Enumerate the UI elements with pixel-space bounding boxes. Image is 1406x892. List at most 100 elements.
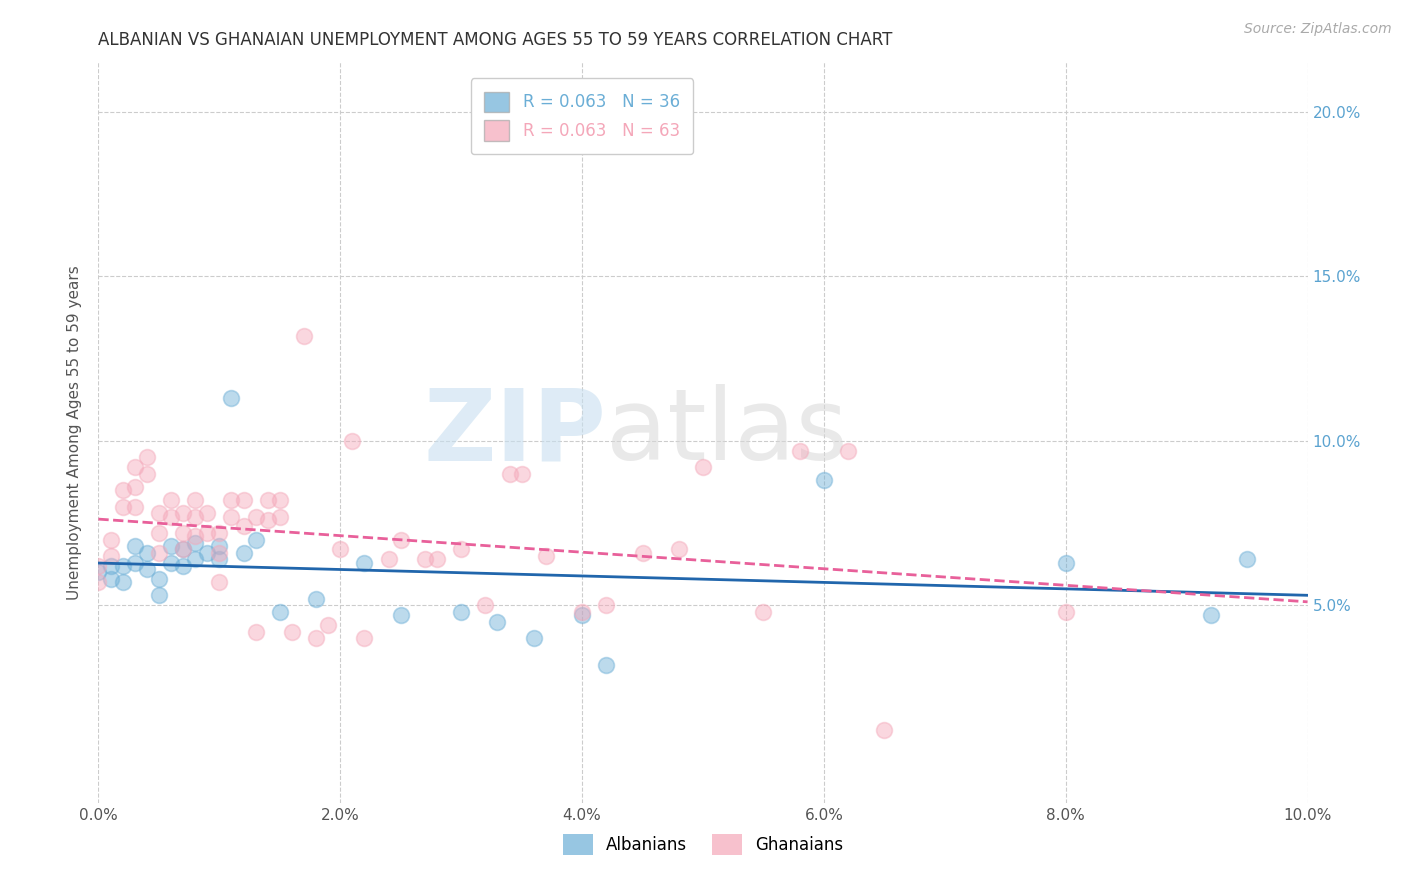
Text: ZIP: ZIP xyxy=(423,384,606,481)
Point xyxy=(148,526,170,541)
Point xyxy=(124,460,146,475)
Point xyxy=(813,473,835,487)
Point xyxy=(111,500,134,514)
Point xyxy=(135,546,157,560)
Point xyxy=(208,539,231,553)
Point xyxy=(124,480,146,494)
Point xyxy=(256,513,278,527)
Point xyxy=(221,391,243,405)
Point xyxy=(498,467,520,481)
Point xyxy=(413,552,436,566)
Point xyxy=(316,618,339,632)
Point xyxy=(1236,552,1258,566)
Point xyxy=(221,509,243,524)
Point xyxy=(353,556,375,570)
Point xyxy=(474,599,496,613)
Point xyxy=(100,558,122,573)
Point xyxy=(195,546,218,560)
Point xyxy=(111,483,134,498)
Point xyxy=(172,558,194,573)
Point xyxy=(245,533,267,547)
Point xyxy=(172,542,194,557)
Point xyxy=(305,632,328,646)
Point xyxy=(523,632,546,646)
Point xyxy=(111,558,134,573)
Point xyxy=(184,552,207,566)
Point xyxy=(135,467,157,481)
Point xyxy=(789,443,811,458)
Point xyxy=(184,536,207,550)
Point xyxy=(305,591,328,606)
Point xyxy=(160,509,183,524)
Point xyxy=(837,443,859,458)
Point xyxy=(1054,605,1077,619)
Point xyxy=(1199,608,1222,623)
Point xyxy=(571,605,593,619)
Point xyxy=(87,558,110,573)
Point xyxy=(208,526,231,541)
Point xyxy=(100,549,122,563)
Point xyxy=(208,552,231,566)
Point xyxy=(160,556,183,570)
Point xyxy=(668,542,690,557)
Text: ALBANIAN VS GHANAIAN UNEMPLOYMENT AMONG AGES 55 TO 59 YEARS CORRELATION CHART: ALBANIAN VS GHANAIAN UNEMPLOYMENT AMONG … xyxy=(98,31,893,49)
Y-axis label: Unemployment Among Ages 55 to 59 years: Unemployment Among Ages 55 to 59 years xyxy=(67,265,83,600)
Point xyxy=(87,575,110,590)
Legend: Albanians, Ghanaians: Albanians, Ghanaians xyxy=(555,828,851,862)
Text: atlas: atlas xyxy=(606,384,848,481)
Point xyxy=(172,542,194,557)
Point xyxy=(450,605,472,619)
Point xyxy=(292,328,315,343)
Point xyxy=(100,572,122,586)
Point xyxy=(111,575,134,590)
Point xyxy=(184,493,207,508)
Point xyxy=(269,605,291,619)
Point xyxy=(221,493,243,508)
Point xyxy=(692,460,714,475)
Point xyxy=(135,562,157,576)
Point xyxy=(160,493,183,508)
Point xyxy=(195,506,218,520)
Point xyxy=(245,624,267,639)
Point xyxy=(124,539,146,553)
Point xyxy=(160,539,183,553)
Point xyxy=(184,529,207,543)
Point xyxy=(534,549,557,563)
Point xyxy=(281,624,304,639)
Point xyxy=(329,542,352,557)
Point xyxy=(148,506,170,520)
Point xyxy=(232,519,254,533)
Point xyxy=(100,533,122,547)
Point xyxy=(269,493,291,508)
Point xyxy=(184,509,207,524)
Point xyxy=(124,500,146,514)
Point xyxy=(389,533,412,547)
Point xyxy=(232,493,254,508)
Point xyxy=(486,615,509,629)
Point xyxy=(172,506,194,520)
Text: Source: ZipAtlas.com: Source: ZipAtlas.com xyxy=(1244,22,1392,37)
Point xyxy=(595,599,617,613)
Point xyxy=(148,589,170,603)
Point xyxy=(389,608,412,623)
Point xyxy=(377,552,399,566)
Point xyxy=(208,575,231,590)
Point xyxy=(148,546,170,560)
Point xyxy=(245,509,267,524)
Point xyxy=(450,542,472,557)
Point xyxy=(426,552,449,566)
Point xyxy=(256,493,278,508)
Point xyxy=(873,723,896,738)
Point xyxy=(172,526,194,541)
Point xyxy=(595,657,617,672)
Legend: R = 0.063   N = 36, R = 0.063   N = 63: R = 0.063 N = 36, R = 0.063 N = 63 xyxy=(471,78,693,153)
Point xyxy=(208,546,231,560)
Point xyxy=(232,546,254,560)
Point xyxy=(571,608,593,623)
Point xyxy=(631,546,654,560)
Point xyxy=(195,526,218,541)
Point xyxy=(752,605,775,619)
Point xyxy=(148,572,170,586)
Point xyxy=(510,467,533,481)
Point xyxy=(353,632,375,646)
